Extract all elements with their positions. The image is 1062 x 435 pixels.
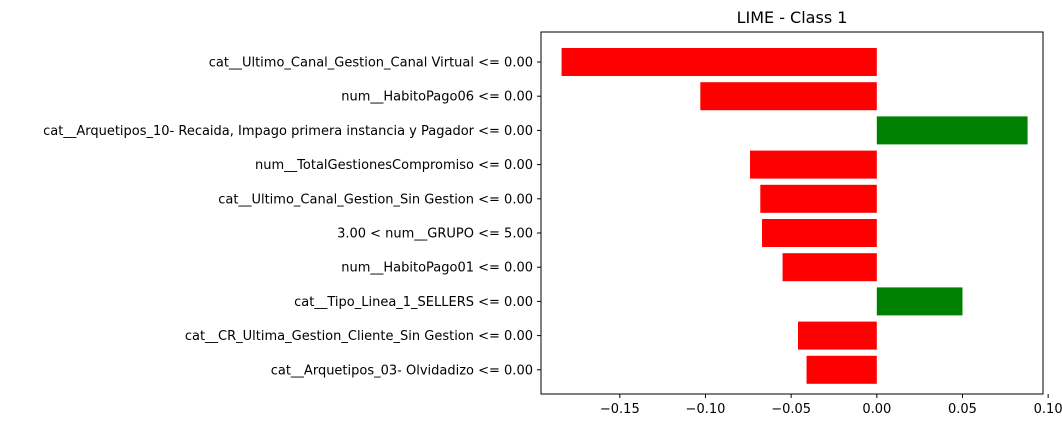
- x-tick-label: −0.05: [771, 402, 811, 417]
- y-tick-label: cat__Ultimo_Canal_Gestion_Canal Virtual …: [209, 56, 533, 71]
- x-tick-label: 0.10: [1034, 402, 1062, 417]
- y-axis: cat__Ultimo_Canal_Gestion_Canal Virtual …: [43, 56, 541, 378]
- y-tick-label: 3.00 < num__GRUPO <= 5.00: [337, 227, 533, 242]
- x-tick-label: −0.15: [600, 402, 640, 417]
- y-tick-label: cat__Ultimo_Canal_Gestion_Sin Gestion <=…: [218, 192, 533, 207]
- bar-7: [876, 287, 963, 316]
- chart-title: LIME - Class 1: [737, 8, 848, 27]
- x-tick-label: −0.10: [686, 402, 726, 417]
- bar-4: [760, 184, 877, 213]
- bar-6: [782, 253, 877, 282]
- bar-5: [762, 219, 877, 247]
- y-tick-label: cat__Arquetipos_10- Recaida, Impago prim…: [43, 124, 533, 139]
- y-tick-label: num__HabitoPago06 <= 0.00: [341, 90, 533, 105]
- bar-8: [797, 321, 877, 350]
- bar-0: [561, 48, 877, 76]
- bar-3: [750, 150, 877, 179]
- y-tick-label: num__HabitoPago01 <= 0.00: [341, 261, 533, 276]
- bar-9: [806, 355, 877, 384]
- y-tick-label: cat__Arquetipos_03- Olvidadizo <= 0.00: [271, 363, 533, 378]
- x-axis: −0.15 −0.10 −0.05 0.00 0.05 0.10: [600, 394, 1062, 417]
- y-tick-label: cat__Tipo_Linea_1_SELLERS <= 0.00: [294, 295, 533, 310]
- bar-1: [700, 82, 877, 111]
- y-tick-label: cat__CR_Ultima_Gestion_Cliente_Sin Gesti…: [185, 329, 533, 344]
- axes-frame: [540, 31, 1044, 395]
- y-tick-label: num__TotalGestionesCompromiso <= 0.00: [255, 158, 533, 173]
- x-tick-label: 0.00: [862, 402, 891, 417]
- bar-2: [876, 116, 1028, 145]
- x-tick-label: 0.05: [948, 402, 977, 417]
- bars-layer: [561, 48, 1028, 384]
